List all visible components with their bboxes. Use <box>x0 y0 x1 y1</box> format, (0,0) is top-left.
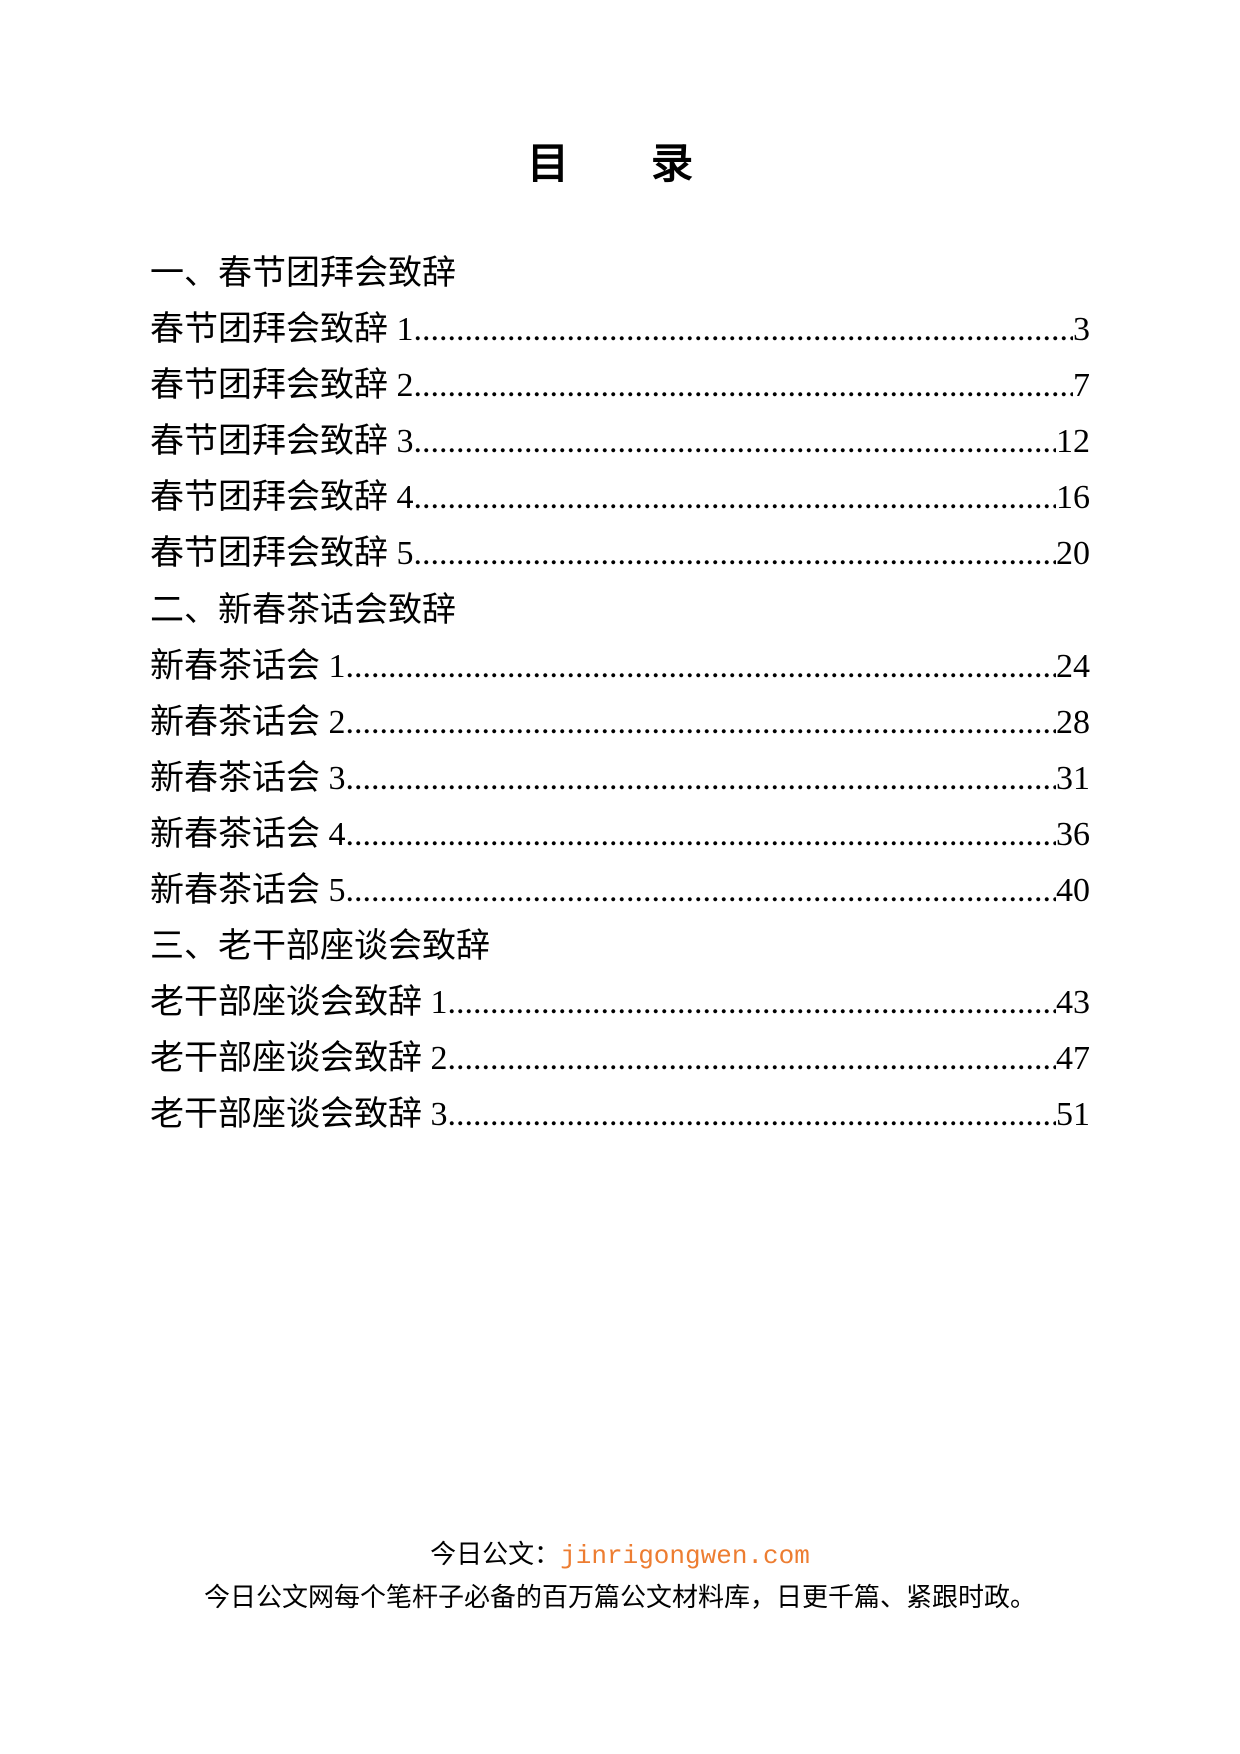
toc-entry: 春节团拜会致辞 3 12 <box>150 414 1090 470</box>
toc-leader-dots <box>448 1031 1057 1087</box>
toc-entry-label: 春节团拜会致辞 3 <box>150 414 414 470</box>
toc-entry: 老干部座谈会致辞 2 47 <box>150 1031 1090 1087</box>
toc-entry: 春节团拜会致辞 5 20 <box>150 526 1090 582</box>
footer-line-2: 今日公文网每个笔杆子必备的百万篇公文材料库，日更千篇、紧跟时政。 <box>0 1577 1240 1619</box>
toc-leader-dots <box>448 1087 1057 1143</box>
toc-entry-label: 春节团拜会致辞 5 <box>150 526 414 582</box>
footer-link: jinrigongwen.com <box>560 1541 810 1571</box>
toc-page-number: 28 <box>1056 695 1090 751</box>
toc-leader-dots <box>414 414 1057 470</box>
toc-entry-label: 新春茶话会 5 <box>150 863 346 919</box>
toc-leader-dots <box>448 975 1057 1031</box>
toc-entry: 新春茶话会 1 24 <box>150 639 1090 695</box>
toc-entry-label: 春节团拜会致辞 2 <box>150 358 414 414</box>
section-heading: 二、新春茶话会致辞 <box>150 583 1090 639</box>
toc-entry-label: 老干部座谈会致辞 3 <box>150 1087 448 1143</box>
toc-entry: 春节团拜会致辞 1 3 <box>150 302 1090 358</box>
toc-entry: 新春茶话会 3 31 <box>150 751 1090 807</box>
toc-leader-dots <box>346 751 1057 807</box>
toc-page-number: 47 <box>1056 1031 1090 1087</box>
section-heading: 一、春节团拜会致辞 <box>150 246 1090 302</box>
section-heading: 三、老干部座谈会致辞 <box>150 919 1090 975</box>
page-footer: 今日公文：jinrigongwen.com 今日公文网每个笔杆子必备的百万篇公文… <box>0 1534 1240 1619</box>
footer-prefix: 今日公文： <box>430 1540 560 1569</box>
toc-entry-label: 老干部座谈会致辞 2 <box>150 1031 448 1087</box>
toc-page-number: 24 <box>1056 639 1090 695</box>
toc-entry-label: 新春茶话会 2 <box>150 695 346 751</box>
toc-page-number: 43 <box>1056 975 1090 1031</box>
toc-page-number: 31 <box>1056 751 1090 807</box>
toc-entry-label: 春节团拜会致辞 1 <box>150 302 414 358</box>
toc-page-number: 36 <box>1056 807 1090 863</box>
toc-leader-dots <box>346 695 1057 751</box>
toc-page-number: 20 <box>1056 526 1090 582</box>
toc-container: 一、春节团拜会致辞春节团拜会致辞 1 3 春节团拜会致辞 2 7 春节团拜会致辞 3 12… <box>150 246 1090 1144</box>
page-title: 目 录 <box>150 130 1090 191</box>
toc-page-number: 16 <box>1056 470 1090 526</box>
toc-leader-dots <box>346 863 1057 919</box>
toc-entry: 春节团拜会致辞 4 16 <box>150 470 1090 526</box>
toc-page-number: 12 <box>1056 414 1090 470</box>
toc-entry: 老干部座谈会致辞 3 51 <box>150 1087 1090 1143</box>
toc-entry: 新春茶话会 5 40 <box>150 863 1090 919</box>
toc-entry: 春节团拜会致辞 2 7 <box>150 358 1090 414</box>
document-page: 目 录 一、春节团拜会致辞春节团拜会致辞 13春节团拜会致辞 27春节团拜会致辞… <box>0 0 1240 1144</box>
toc-leader-dots <box>414 526 1057 582</box>
toc-entry-label: 新春茶话会 1 <box>150 639 346 695</box>
toc-entry: 老干部座谈会致辞 1 43 <box>150 975 1090 1031</box>
footer-line-1: 今日公文：jinrigongwen.com <box>0 1534 1240 1578</box>
toc-page-number: 7 <box>1073 358 1090 414</box>
toc-page-number: 3 <box>1073 302 1090 358</box>
toc-entry-label: 新春茶话会 3 <box>150 751 346 807</box>
toc-page-number: 51 <box>1056 1087 1090 1143</box>
toc-leader-dots <box>346 639 1057 695</box>
toc-entry: 新春茶话会 4 36 <box>150 807 1090 863</box>
toc-leader-dots <box>346 807 1057 863</box>
toc-entry-label: 春节团拜会致辞 4 <box>150 470 414 526</box>
toc-entry-label: 新春茶话会 4 <box>150 807 346 863</box>
toc-page-number: 40 <box>1056 863 1090 919</box>
toc-entry-label: 老干部座谈会致辞 1 <box>150 975 448 1031</box>
toc-leader-dots <box>414 302 1074 358</box>
toc-leader-dots <box>414 358 1074 414</box>
toc-entry: 新春茶话会 2 28 <box>150 695 1090 751</box>
toc-leader-dots <box>414 470 1057 526</box>
